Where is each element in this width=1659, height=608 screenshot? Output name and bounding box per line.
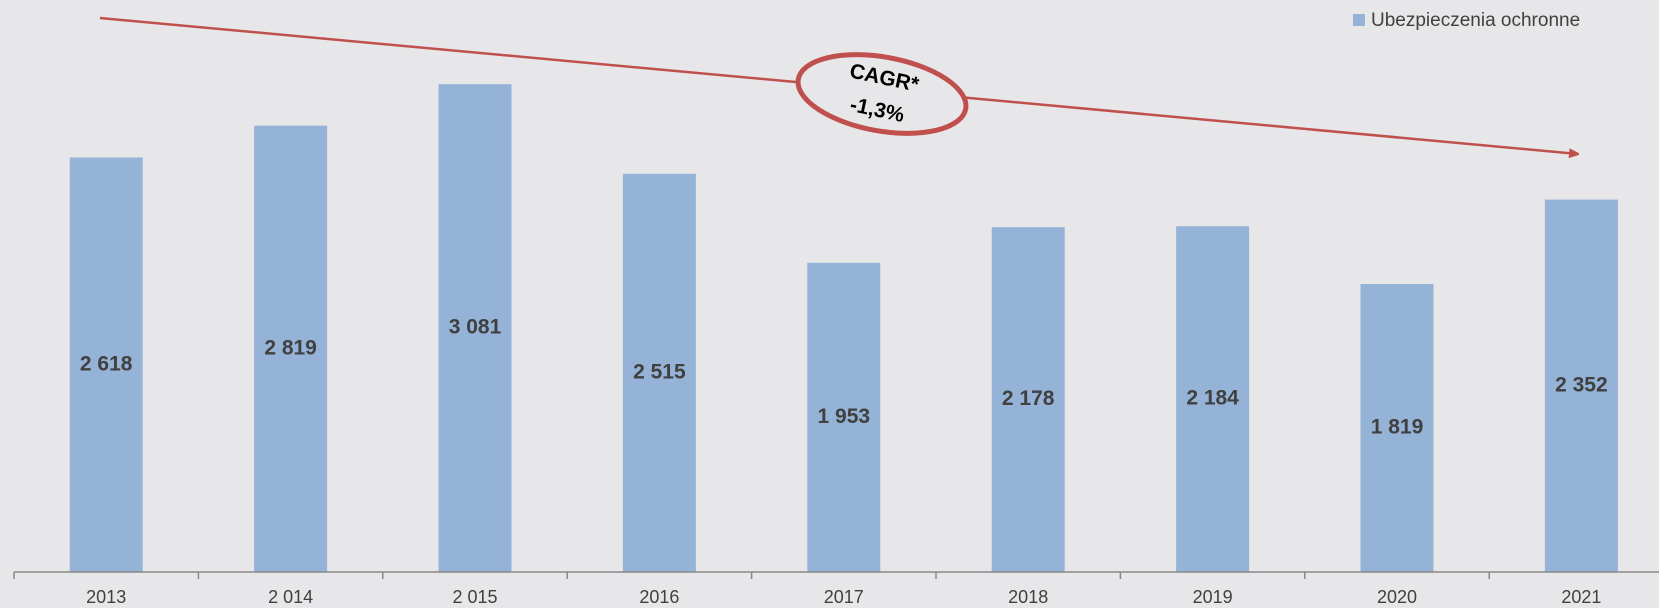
data-label: 2 819 [264, 336, 317, 359]
x-tick-label: 2016 [639, 587, 679, 607]
data-label: 3 081 [449, 316, 502, 339]
x-tick-label: 2020 [1377, 587, 1417, 607]
data-label: 2 184 [1186, 387, 1239, 410]
bar [1176, 226, 1250, 572]
bar [622, 173, 696, 572]
x-tick-label: 2019 [1193, 587, 1233, 607]
x-tick-label: 2 015 [452, 587, 497, 607]
bar [69, 157, 143, 572]
bar [254, 125, 328, 573]
data-label: 2 178 [1002, 387, 1055, 410]
bar [807, 262, 881, 572]
data-label: 1 819 [1371, 416, 1424, 439]
cagr-ellipse [795, 52, 969, 136]
x-tick-label: 2 014 [268, 587, 313, 607]
x-tick-label: 2021 [1561, 587, 1601, 607]
data-label: 2 618 [80, 352, 133, 375]
legend: Ubezpieczenia ochronne [1353, 10, 1580, 31]
x-tick-label: 2018 [1008, 587, 1048, 607]
bar [1544, 199, 1618, 572]
legend-swatch [1353, 14, 1365, 26]
x-tick-label: 2013 [86, 587, 126, 607]
x-tick-label: 2017 [824, 587, 864, 607]
bar [438, 84, 512, 573]
bar [1360, 283, 1434, 572]
legend-label: Ubezpieczenia ochronne [1371, 10, 1580, 31]
data-label: 1 953 [818, 405, 871, 428]
data-label: 2 352 [1555, 373, 1608, 396]
bar [991, 227, 1065, 572]
data-label: 2 515 [633, 360, 686, 383]
